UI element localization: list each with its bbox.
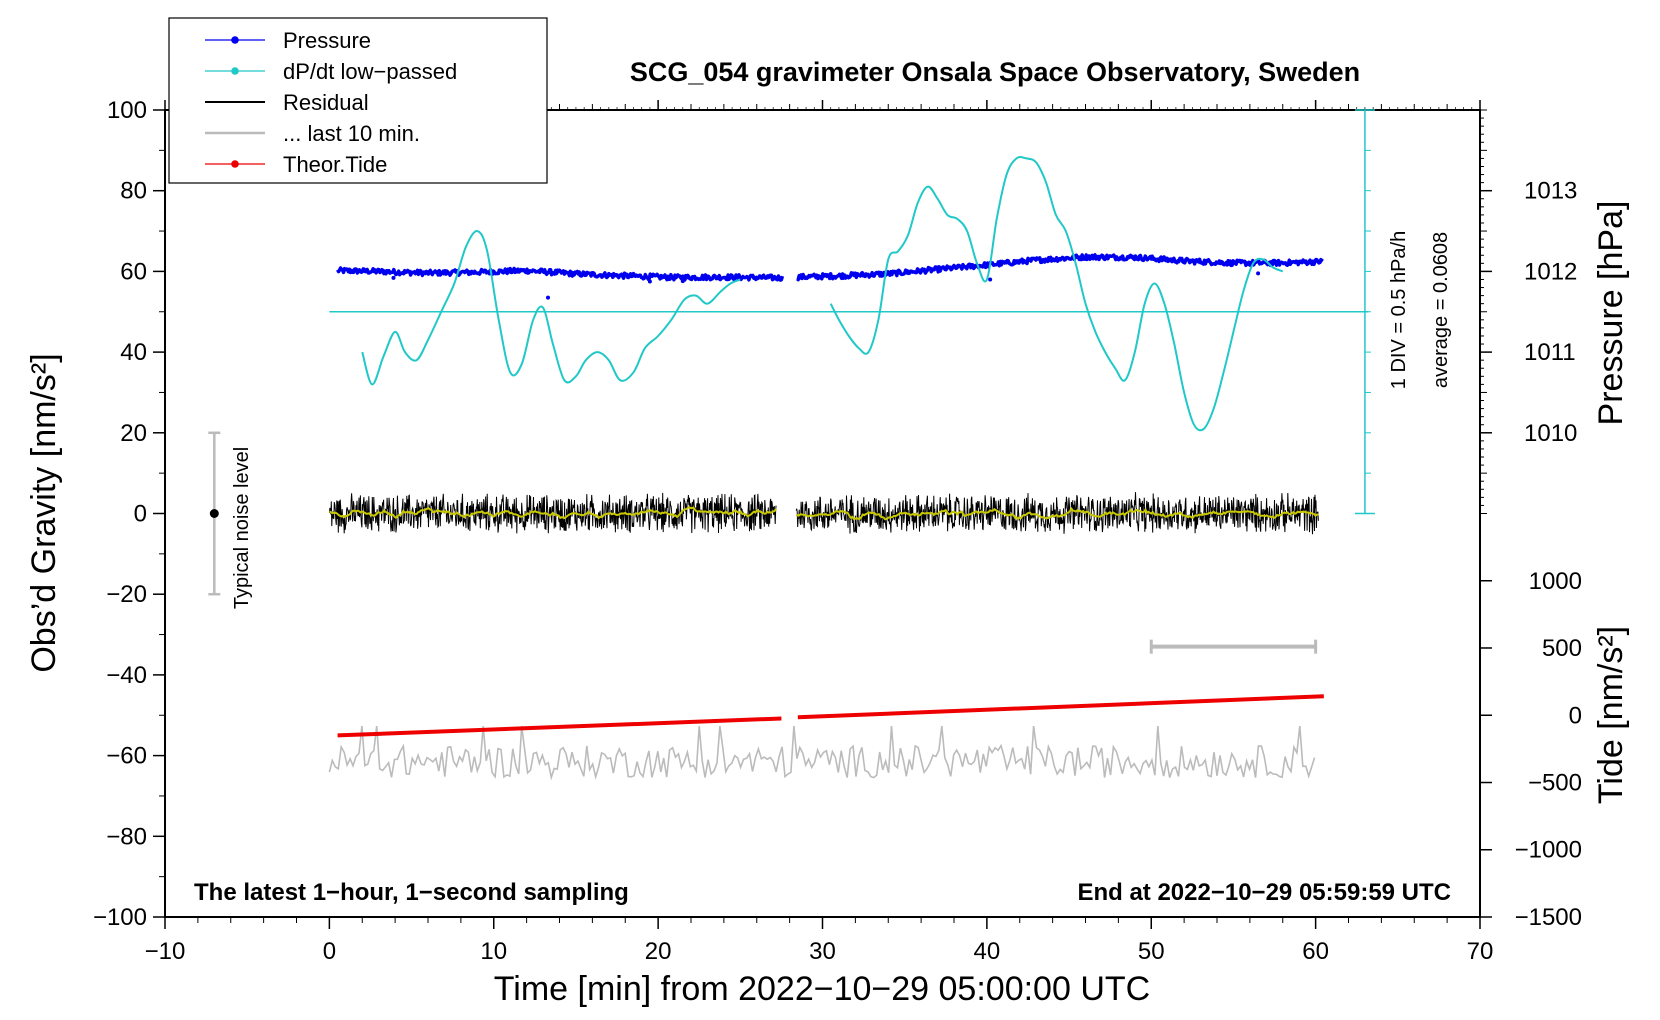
pressure-tick-label: 1013: [1524, 178, 1577, 205]
pressure-outlier: [545, 295, 550, 300]
legend-label-last10: ... last 10 min.: [283, 121, 420, 146]
legend-marker-pressure: [231, 36, 239, 44]
pressure-outlier: [647, 279, 652, 284]
overlay-layer: [208, 109, 1375, 654]
x-tick-label: 20: [645, 938, 672, 965]
legend-item-last10: ... last 10 min.: [205, 121, 420, 146]
chart-title: SCG_054 gravimeter Onsala Space Observat…: [630, 57, 1360, 87]
y-tick-label: −40: [106, 662, 147, 689]
noise-bar-point: [209, 509, 219, 518]
legend-marker-dpdt: [231, 67, 239, 75]
legend-item-tide: Theor.Tide: [205, 152, 387, 177]
pressure-tick-label: 1012: [1524, 258, 1577, 285]
y-axis-title-pressure: Pressure [hPa]: [1592, 201, 1630, 426]
x-tick-label: 40: [974, 938, 1001, 965]
y-tick-label: −20: [106, 581, 147, 608]
y-axis-title-tide: Tide [nm/s²]: [1592, 626, 1630, 804]
pressure-tick-label: 1011: [1524, 339, 1576, 366]
tide-tick-label: −1000: [1515, 837, 1582, 864]
pressure-line: [336, 266, 785, 282]
x-axis-title: Time [min] from 2022−10−29 05:00:00 UTC: [494, 970, 1150, 1008]
pressure-line: [796, 253, 1324, 282]
x-tick-label: 70: [1467, 938, 1494, 965]
noise-level-label: Typical noise level: [231, 447, 253, 609]
last10-line: [328, 725, 1316, 781]
x-tick-label: −10: [145, 938, 186, 965]
legend-item-pressure: Pressure: [205, 28, 371, 53]
tide-tick-label: −1500: [1515, 904, 1582, 931]
y-axis-title-left: Obs’d Gravity [nm/s²]: [25, 353, 63, 672]
y-tick-label: 100: [107, 97, 147, 124]
annotation-end-time: End at 2022−10−29 05:59:59 UTC: [1077, 879, 1451, 906]
legend: Pressure dP/dt low−passed Residual ... l…: [168, 17, 548, 184]
x-tick-label: 60: [1302, 938, 1329, 965]
tide-tick-label: −500: [1528, 770, 1582, 797]
legend-label-tide: Theor.Tide: [283, 152, 387, 177]
x-tick-label: 0: [323, 938, 336, 965]
pressure-tick-label: 1010: [1524, 420, 1577, 447]
y-tick-label: 0: [134, 501, 147, 528]
tide-tick-label: 500: [1542, 635, 1582, 662]
x-tick-label: 10: [480, 938, 507, 965]
y-tick-label: 20: [120, 420, 147, 447]
y-tick-label: 60: [120, 258, 147, 285]
legend-box: [168, 17, 548, 184]
pressure-outlier: [1256, 271, 1261, 276]
legend-label-pressure: Pressure: [283, 28, 371, 53]
y-tick-label: −60: [106, 743, 147, 770]
legend-item-dpdt: dP/dt low−passed: [205, 59, 457, 84]
legend-marker-tide: [231, 160, 239, 168]
y-tick-label: −100: [93, 904, 147, 931]
dpdt-line: [361, 230, 741, 386]
y-tick-label: 40: [120, 339, 147, 366]
pressure-outlier: [391, 275, 396, 280]
legend-label-residual: Residual: [283, 90, 369, 115]
axis-ticks: −10 0 10 20 30 40 50 60 70100806040200−20−40−60−…: [93, 97, 1582, 965]
tide-tick-label: 1000: [1529, 568, 1582, 595]
tide-line: [797, 694, 1324, 720]
y-tick-label: −80: [106, 823, 147, 850]
annotation-sampling: The latest 1−hour, 1−second sampling: [194, 879, 629, 906]
residual-smoothed-line: [795, 506, 1319, 521]
tide-tick-label: 0: [1569, 702, 1582, 729]
scale-bar-average-label: average = 0.0608: [1430, 232, 1452, 388]
series-layer: [328, 156, 1369, 781]
dpdt-line: [829, 156, 1284, 432]
residual-smoothed-line: [329, 506, 777, 520]
tide-line: [337, 716, 782, 738]
scale-bar-div-label: 1 DIV = 0.5 hPa/h: [1388, 231, 1410, 389]
legend-label-dpdt: dP/dt low−passed: [283, 59, 457, 84]
pressure-outlier: [988, 277, 993, 282]
pressure-outlier: [680, 279, 685, 284]
y-tick-label: 80: [120, 178, 147, 205]
residual-line: [795, 492, 1319, 535]
x-tick-label: 30: [809, 938, 836, 965]
x-tick-label: 50: [1138, 938, 1165, 965]
legend-item-residual: Residual: [205, 90, 369, 115]
